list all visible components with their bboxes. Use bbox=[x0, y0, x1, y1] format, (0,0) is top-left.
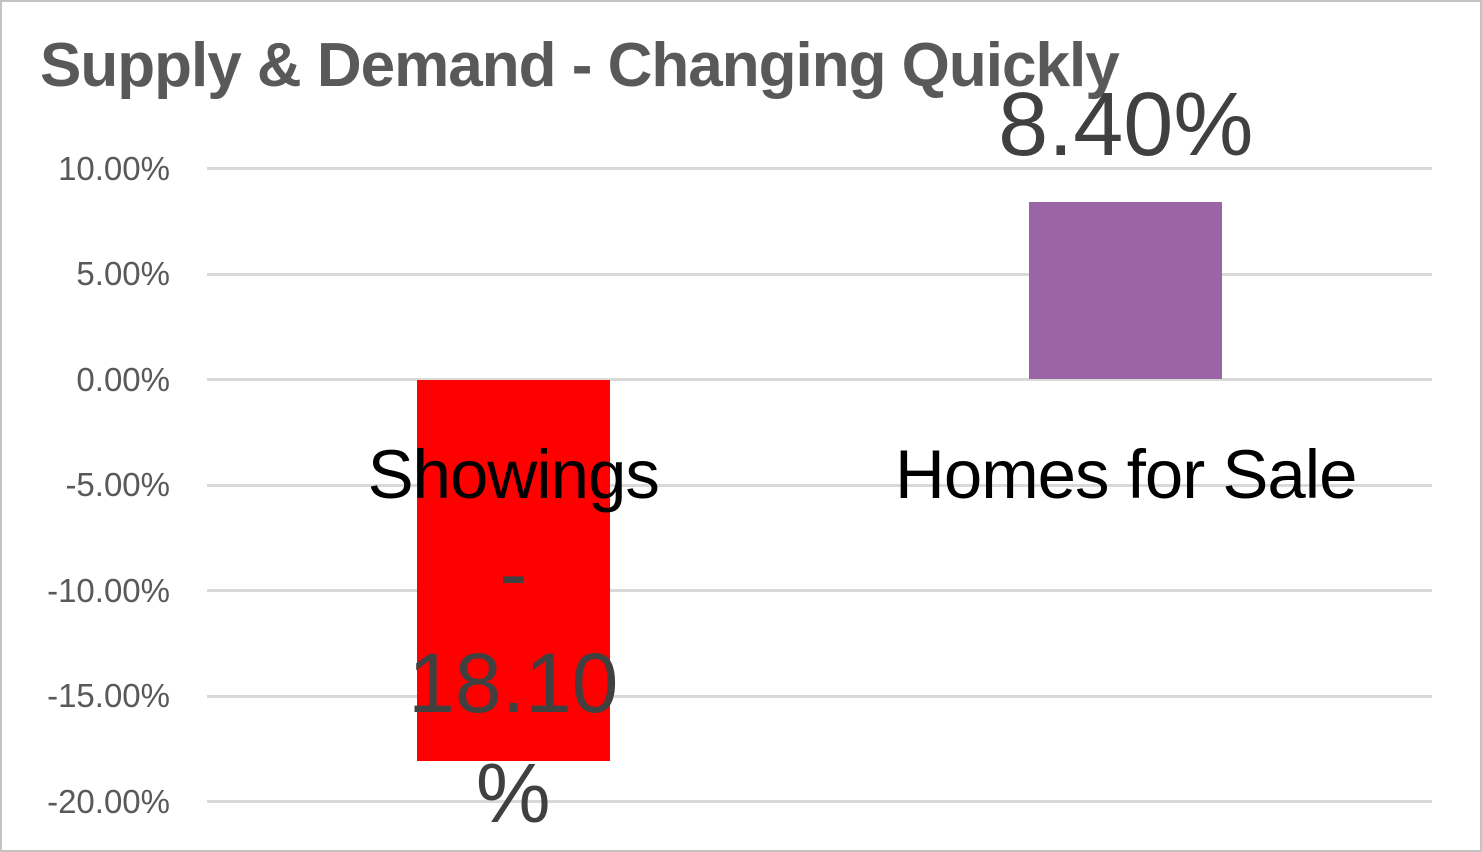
gridline bbox=[207, 483, 1432, 487]
y-axis-tick-label: -10.00% bbox=[47, 571, 170, 609]
value-label-showings: - 18.10 % bbox=[408, 526, 619, 840]
y-axis-tick-label: -15.00% bbox=[47, 677, 170, 714]
y-axis-tick-label: -5.00% bbox=[65, 466, 170, 503]
gridline bbox=[207, 378, 1432, 381]
gridline bbox=[207, 694, 1432, 698]
gridline bbox=[207, 589, 1432, 592]
value-label-homes-for-sale: 8.40% bbox=[998, 75, 1254, 176]
category-label-showings: Showings bbox=[367, 436, 660, 513]
y-axis-tick-label: 5.00% bbox=[76, 255, 170, 292]
category-label-homes-for-sale: Homes for Sale bbox=[894, 436, 1358, 513]
y-axis-tick-label: 10.00% bbox=[58, 149, 170, 187]
y-axis-tick-label: 0.00% bbox=[76, 360, 170, 398]
gridline bbox=[207, 167, 1432, 170]
chart-title: Supply & Demand - Changing Quickly bbox=[40, 31, 1120, 100]
gridline bbox=[207, 800, 1432, 803]
y-axis-tick-label: -20.00% bbox=[47, 782, 170, 820]
bar-homes-for-sale bbox=[1029, 202, 1223, 380]
bar-showings bbox=[416, 379, 610, 762]
gridline bbox=[207, 272, 1432, 276]
